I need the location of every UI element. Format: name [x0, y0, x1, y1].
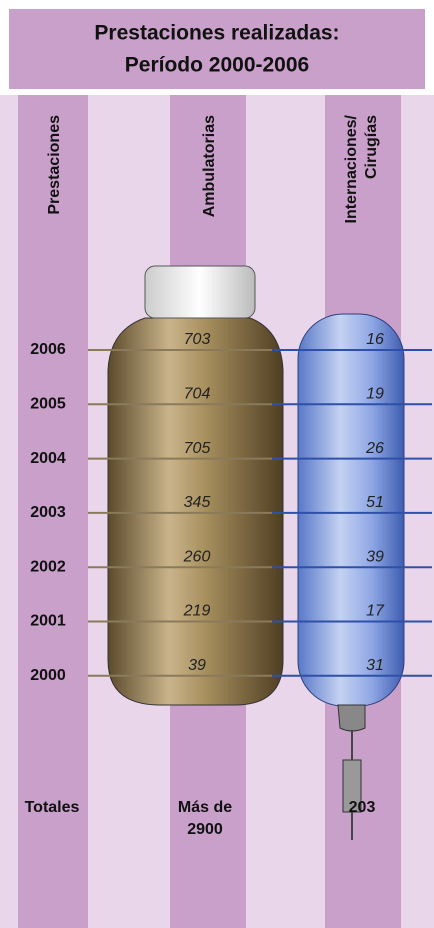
total-label: Totales — [25, 799, 80, 816]
column-header: Internaciones/ — [343, 114, 360, 223]
year-label: 2004 — [30, 450, 66, 467]
value-label: 39 — [188, 657, 206, 674]
year-label: 2002 — [30, 558, 66, 575]
column-header: Cirugías — [363, 115, 380, 179]
value-label: 260 — [183, 548, 211, 565]
year-label: 2001 — [30, 613, 66, 630]
year-label: 2005 — [30, 396, 66, 413]
year-label: 2003 — [30, 504, 66, 521]
year-label: 2000 — [30, 667, 66, 684]
value-label: 31 — [366, 657, 384, 674]
title-line: Prestaciones realizadas: — [94, 22, 339, 45]
bottle-cap — [145, 266, 255, 318]
value-label: 51 — [366, 494, 384, 511]
value-label: 704 — [184, 386, 211, 403]
column-header: Ambulatorias — [201, 115, 218, 217]
title-line: Período 2000-2006 — [125, 54, 309, 77]
value-label: 26 — [365, 440, 384, 457]
year-label: 2006 — [30, 341, 66, 358]
column-header: Prestaciones — [46, 115, 63, 215]
value-label: 219 — [183, 603, 211, 620]
value-label: 17 — [366, 603, 385, 620]
value-label: 345 — [184, 494, 211, 511]
total-value: 203 — [349, 799, 376, 816]
value-label: 705 — [184, 440, 211, 457]
infographic: Prestaciones realizadas: Período 2000-200… — [0, 0, 434, 928]
value-label: 19 — [366, 386, 384, 403]
total-value: 2900 — [187, 821, 223, 838]
title-box — [8, 8, 426, 90]
total-value: Más de — [178, 799, 232, 816]
bottle — [108, 318, 283, 705]
value-label: 16 — [366, 331, 384, 348]
capsule — [298, 314, 404, 706]
value-label: 703 — [184, 331, 211, 348]
nozzle — [338, 705, 365, 731]
value-label: 39 — [366, 548, 384, 565]
